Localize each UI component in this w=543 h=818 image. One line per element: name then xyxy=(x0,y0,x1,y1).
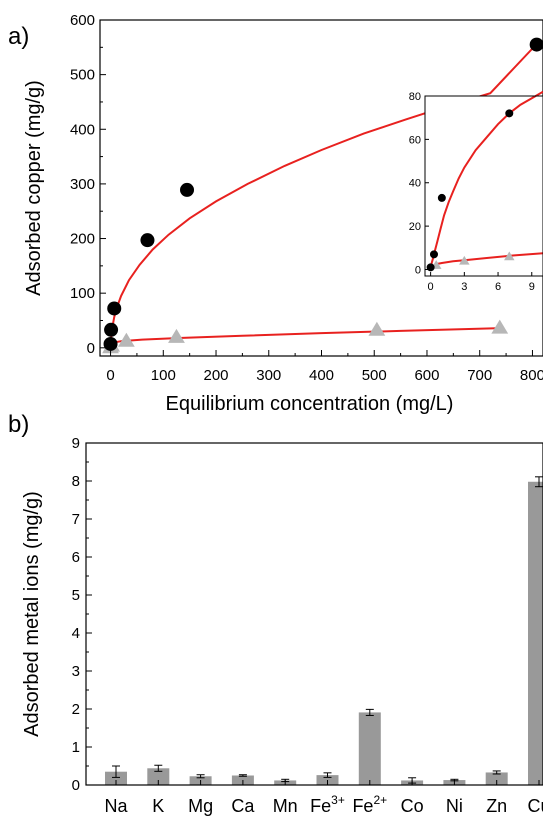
panel-b-x-tick-label: Zn xyxy=(486,796,507,816)
inset-circle-point xyxy=(437,193,446,202)
panel-b-bar xyxy=(358,712,381,785)
panel-a-x-tick-label: 300 xyxy=(256,367,281,384)
panel-a-triangle-point xyxy=(491,319,509,334)
panel-b-y-tick-label: 4 xyxy=(72,625,80,642)
panel-b-x-tick-label: Fe2+ xyxy=(352,793,387,816)
panel-b-x-tick-label: Mg xyxy=(188,796,213,816)
panel-b-x-tick-label: K xyxy=(152,796,164,816)
panel-b-bar xyxy=(105,771,127,785)
inset-x-tick-label: 6 xyxy=(495,281,501,293)
panel-a-plot-frame xyxy=(99,19,543,357)
panel-b-x-tick-label: Cu xyxy=(527,796,543,816)
inset-y-tick-label: 40 xyxy=(409,178,421,190)
panel-a-x-tick-label: 500 xyxy=(362,367,387,384)
panel-a-data-points xyxy=(102,37,543,354)
panel-a-x-tick-label: 600 xyxy=(414,367,439,384)
inset-y-tick-label: 0 xyxy=(415,264,421,276)
panel-a-inset: 0 3 6 9 0 20 40 60 80 xyxy=(409,90,543,293)
panel-b-y-tick-label: 9 xyxy=(72,435,80,452)
panel-a-fit-line xyxy=(109,327,501,349)
inset-circle-point xyxy=(429,250,438,259)
panel-a-x-axis-label: Equilibrium concentration (mg/L) xyxy=(166,393,454,415)
panel-a-y-tick-label: 200 xyxy=(70,231,95,248)
panel-a-triangle-point xyxy=(117,332,135,347)
panel-a-triangle-point xyxy=(168,328,185,343)
panel-b-y-tick-label: 0 xyxy=(72,777,80,794)
panel-b-x-tick-label: Ca xyxy=(231,796,255,816)
panel-b-x-tick-label: Mn xyxy=(273,796,298,816)
panel-a-y-axis-label: Adsorbed copper (mg/g) xyxy=(23,80,45,296)
panel-a-ticks: 0 100 200 300 400 500 600 700 800010020030040050… xyxy=(70,12,543,384)
panel-b-y-tick-label: 8 xyxy=(72,473,80,490)
panel-a-y-tick-label: 400 xyxy=(70,121,95,138)
panel-b-y-tick-label: 5 xyxy=(72,587,80,604)
panel-a-x-tick-label: 100 xyxy=(151,367,176,384)
inset-background xyxy=(425,96,543,276)
inset-x-tick-label: 0 xyxy=(428,281,434,293)
inset-circle-point xyxy=(426,263,435,272)
panel-b-y-tick-label: 3 xyxy=(72,663,80,680)
panel-b-plot-frame xyxy=(85,442,543,786)
panel-a-circle-point xyxy=(107,301,122,316)
inset-x-tick-label: 9 xyxy=(529,281,535,293)
panel-a-y-tick-label: 300 xyxy=(70,176,95,193)
panel-b-bar xyxy=(528,481,543,785)
panel-a-y-tick-label: 500 xyxy=(70,67,95,84)
panel-b: b) Adsorbed metal ions (mg/g) 0 1 2 3 4 5 6 7 8 9… xyxy=(8,411,543,816)
panel-b-x-tick-label: Ni xyxy=(446,796,463,816)
panel-a-x-tick-label: 700 xyxy=(467,367,492,384)
panel-a-circle-point xyxy=(529,37,543,52)
panel-a-circle-point xyxy=(180,182,195,197)
panel-a-label: a) xyxy=(8,23,29,50)
panel-a-x-tick-label: 0 xyxy=(106,367,114,384)
panel-b-x-tick-label: Na xyxy=(104,796,128,816)
panel-a-y-tick-label: 0 xyxy=(87,340,95,357)
inset-y-tick-label: 20 xyxy=(409,221,421,233)
panel-a-x-tick-label: 800 xyxy=(520,367,543,384)
panel-b-ticks: 0 1 2 3 4 5 6 7 8 9 Na K Mg Ca Mn Fe3+ Fe2+ Co Ni Zn Cu xyxy=(72,435,543,816)
panel-b-y-tick-label: 1 xyxy=(72,739,80,756)
panel-b-y-tick-label: 7 xyxy=(72,511,80,528)
panel-a-x-tick-label: 200 xyxy=(204,367,229,384)
inset-frame xyxy=(424,95,543,277)
panel-a-circle-point xyxy=(104,322,119,337)
panel-b-bar xyxy=(147,768,170,785)
panel-a-y-tick-label: 100 xyxy=(70,285,95,302)
panel-a: a) Adsorbed copper (mg/g) Equilibrium co… xyxy=(8,12,543,415)
inset-y-tick-label: 80 xyxy=(409,91,421,103)
panel-b-y-axis-label: Adsorbed metal ions (mg/g) xyxy=(21,491,43,737)
inset-circle-point xyxy=(505,109,514,118)
panel-a-y-tick-label: 600 xyxy=(70,12,95,29)
panel-b-bar xyxy=(485,772,508,785)
inset-triangle-point xyxy=(504,251,515,261)
inset-triangle-point xyxy=(459,255,470,265)
panel-a-circle-point xyxy=(140,233,155,248)
inset-y-tick-label: 60 xyxy=(409,134,421,146)
panel-b-x-tick-label: Fe3+ xyxy=(310,793,345,816)
inset-x-tick-label: 3 xyxy=(461,281,467,293)
panel-b-y-tick-label: 2 xyxy=(72,701,80,718)
panel-a-circle-point xyxy=(103,336,118,351)
panel-b-label: b) xyxy=(8,411,29,438)
panel-a-x-tick-label: 400 xyxy=(309,367,334,384)
panel-b-x-tick-label: Co xyxy=(401,796,424,816)
panel-b-bars xyxy=(105,476,543,785)
panel-a-triangle-point xyxy=(368,321,386,336)
panel-b-y-tick-label: 6 xyxy=(72,549,80,566)
